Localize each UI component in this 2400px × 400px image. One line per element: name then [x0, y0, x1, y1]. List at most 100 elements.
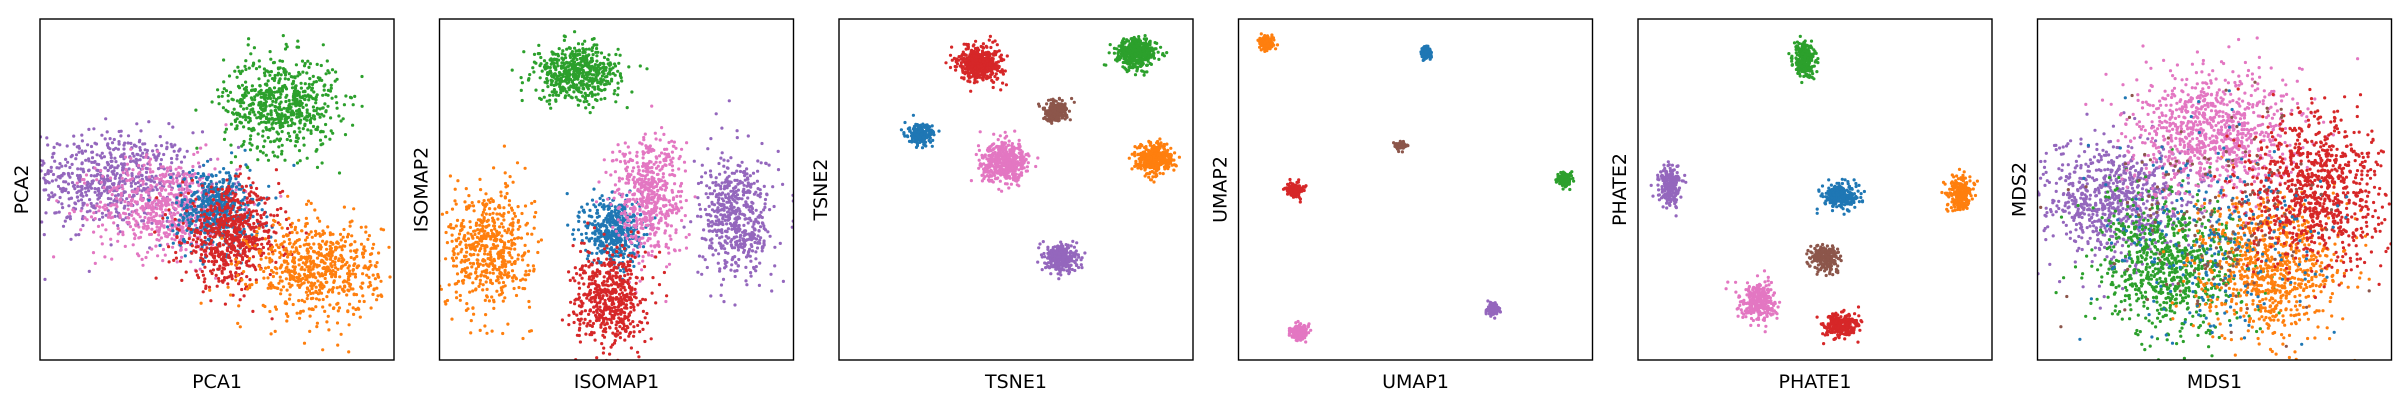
data-point [194, 211, 198, 215]
data-point [231, 98, 235, 102]
data-point [271, 274, 275, 279]
data-point [76, 199, 80, 203]
data-point [236, 206, 240, 210]
data-point [169, 191, 173, 196]
data-point [561, 49, 565, 53]
data-point [223, 130, 227, 134]
data-point [581, 50, 585, 54]
data-point [191, 238, 195, 242]
data-point [216, 157, 220, 161]
data-point [235, 210, 239, 214]
data-point [455, 281, 459, 286]
data-point [281, 189, 285, 193]
data-point [567, 61, 571, 65]
data-point [484, 204, 488, 208]
data-point [280, 270, 284, 274]
data-point [237, 304, 241, 308]
data-point [196, 245, 200, 249]
data-point [564, 75, 568, 79]
data-point [310, 284, 314, 289]
data-point [563, 78, 568, 82]
data-point [223, 302, 227, 306]
data-point [153, 199, 157, 203]
data-point [169, 172, 173, 176]
data-point [334, 70, 338, 74]
data-point [588, 91, 593, 95]
data-point [298, 119, 302, 123]
data-point [179, 237, 183, 241]
data-point [308, 119, 312, 123]
data-point [221, 243, 225, 247]
data-point [276, 73, 280, 77]
data-point [554, 99, 558, 103]
data-point [453, 199, 457, 203]
data-point [158, 193, 163, 197]
data-point [288, 107, 292, 111]
data-point [506, 322, 510, 326]
data-point [232, 253, 237, 257]
data-point [235, 75, 239, 79]
data-point [329, 83, 333, 87]
data-point [263, 201, 267, 205]
data-point [155, 188, 159, 192]
data-point [296, 109, 301, 113]
data-point [512, 237, 517, 241]
data-point [317, 298, 321, 302]
data-point [126, 134, 131, 138]
data-point [320, 253, 324, 257]
data-point [254, 247, 258, 251]
data-point [258, 112, 262, 116]
data-point [87, 189, 91, 193]
data-point [237, 282, 241, 286]
data-point [136, 153, 140, 157]
data-point [507, 246, 511, 250]
data-point [306, 251, 310, 255]
data-point [548, 93, 552, 97]
data-point [305, 108, 309, 112]
data-point [458, 229, 463, 233]
data-point [115, 199, 119, 203]
data-point [547, 102, 552, 106]
data-point [261, 103, 265, 107]
data-point [313, 208, 317, 212]
data-point [96, 224, 101, 228]
data-point [58, 162, 62, 166]
data-point [263, 139, 267, 143]
data-point [302, 64, 307, 68]
data-point [586, 93, 591, 98]
data-point [582, 100, 586, 104]
data-point [348, 224, 352, 228]
data-point [259, 214, 263, 218]
data-point [559, 66, 564, 70]
data-point [596, 81, 600, 85]
data-point [109, 153, 113, 157]
data-point [278, 191, 282, 195]
data-point [179, 234, 183, 238]
data-point [261, 134, 265, 138]
data-point [482, 208, 486, 212]
data-point [333, 263, 337, 267]
data-point [279, 253, 283, 257]
data-point [208, 288, 212, 292]
data-point [527, 305, 532, 309]
data-point [212, 212, 216, 216]
data-point [307, 269, 311, 273]
data-point [263, 74, 267, 78]
data-point [306, 59, 310, 63]
data-point [331, 232, 335, 236]
data-point [536, 250, 540, 255]
data-point [203, 231, 207, 235]
data-point [501, 225, 505, 229]
data-point [581, 94, 585, 98]
data-point [113, 214, 117, 218]
data-point [248, 168, 252, 172]
data-point [159, 144, 164, 148]
data-point [227, 74, 232, 78]
data-point [110, 257, 114, 261]
data-point [260, 237, 264, 241]
data-point [267, 128, 271, 132]
data-point [279, 288, 283, 292]
data-point [83, 216, 87, 220]
data-point [249, 190, 253, 194]
data-point [527, 77, 531, 81]
